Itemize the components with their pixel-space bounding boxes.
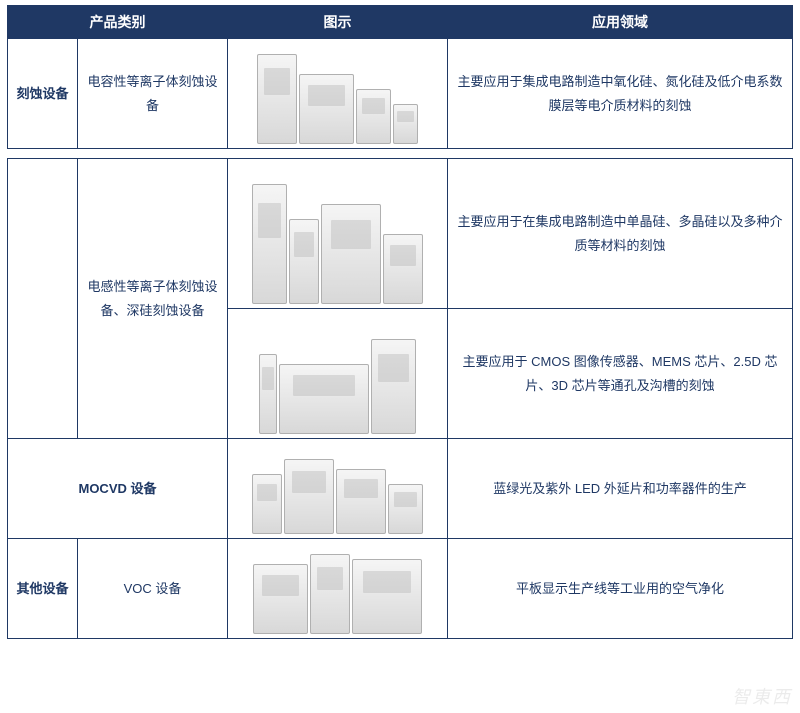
col-application: 应用领域 bbox=[448, 6, 793, 39]
cell-image bbox=[228, 159, 448, 309]
cell-application: 主要应用于在集成电路制造中单晶硅、多晶硅以及多种介质等材料的刻蚀 bbox=[448, 159, 793, 309]
watermark: 智東西 bbox=[732, 683, 792, 709]
cell-category: 电容性等离子体刻蚀设备 bbox=[78, 39, 228, 149]
col-image: 图示 bbox=[228, 6, 448, 39]
side-head-other: 其他设备 bbox=[8, 539, 78, 639]
cell-category: 电感性等离子体刻蚀设备、深硅刻蚀设备 bbox=[78, 159, 228, 439]
cell-application: 主要应用于 CMOS 图像传感器、MEMS 芯片、2.5D 芯片、3D 芯片等通… bbox=[448, 309, 793, 439]
equipment-icon bbox=[236, 163, 439, 304]
col-category: 产品类别 bbox=[8, 6, 228, 39]
cell-category: VOC 设备 bbox=[78, 539, 228, 639]
cell-application: 主要应用于集成电路制造中氧化硅、氮化硅及低介电系数膜层等电介质材料的刻蚀 bbox=[448, 39, 793, 149]
section-gap bbox=[8, 149, 793, 159]
table-row: 电感性等离子体刻蚀设备、深硅刻蚀设备 主要应用于在集成电路制造中单晶硅、多晶硅以… bbox=[8, 159, 793, 309]
cell-image bbox=[228, 439, 448, 539]
table-row: 其他设备 VOC 设备 平板显示生产线等工业用的空气净化 bbox=[8, 539, 793, 639]
cell-image bbox=[228, 539, 448, 639]
header-row: 产品类别 图示 应用领域 bbox=[8, 6, 793, 39]
cell-application: 蓝绿光及紫外 LED 外延片和功率器件的生产 bbox=[448, 439, 793, 539]
table-row: MOCVD 设备 蓝绿光及紫外 LED 外延片和功率器件的生产 bbox=[8, 439, 793, 539]
equipment-icon bbox=[236, 543, 439, 634]
equipment-icon bbox=[236, 443, 439, 534]
side-head-etch: 刻蚀设备 bbox=[8, 39, 78, 149]
cell-image bbox=[228, 309, 448, 439]
cell-category-mocvd: MOCVD 设备 bbox=[8, 439, 228, 539]
equipment-icon bbox=[236, 313, 439, 434]
cell-application: 平板显示生产线等工业用的空气净化 bbox=[448, 539, 793, 639]
cell-image bbox=[228, 39, 448, 149]
table-row: 刻蚀设备 电容性等离子体刻蚀设备 主要应用于集成电路制造中氧化硅、氮化硅及低介电… bbox=[8, 39, 793, 149]
side-head-blank bbox=[8, 159, 78, 439]
product-table: 产品类别 图示 应用领域 刻蚀设备 电容性等离子体刻蚀设备 主要应用于集成电路制… bbox=[7, 5, 793, 639]
equipment-icon bbox=[236, 43, 439, 144]
